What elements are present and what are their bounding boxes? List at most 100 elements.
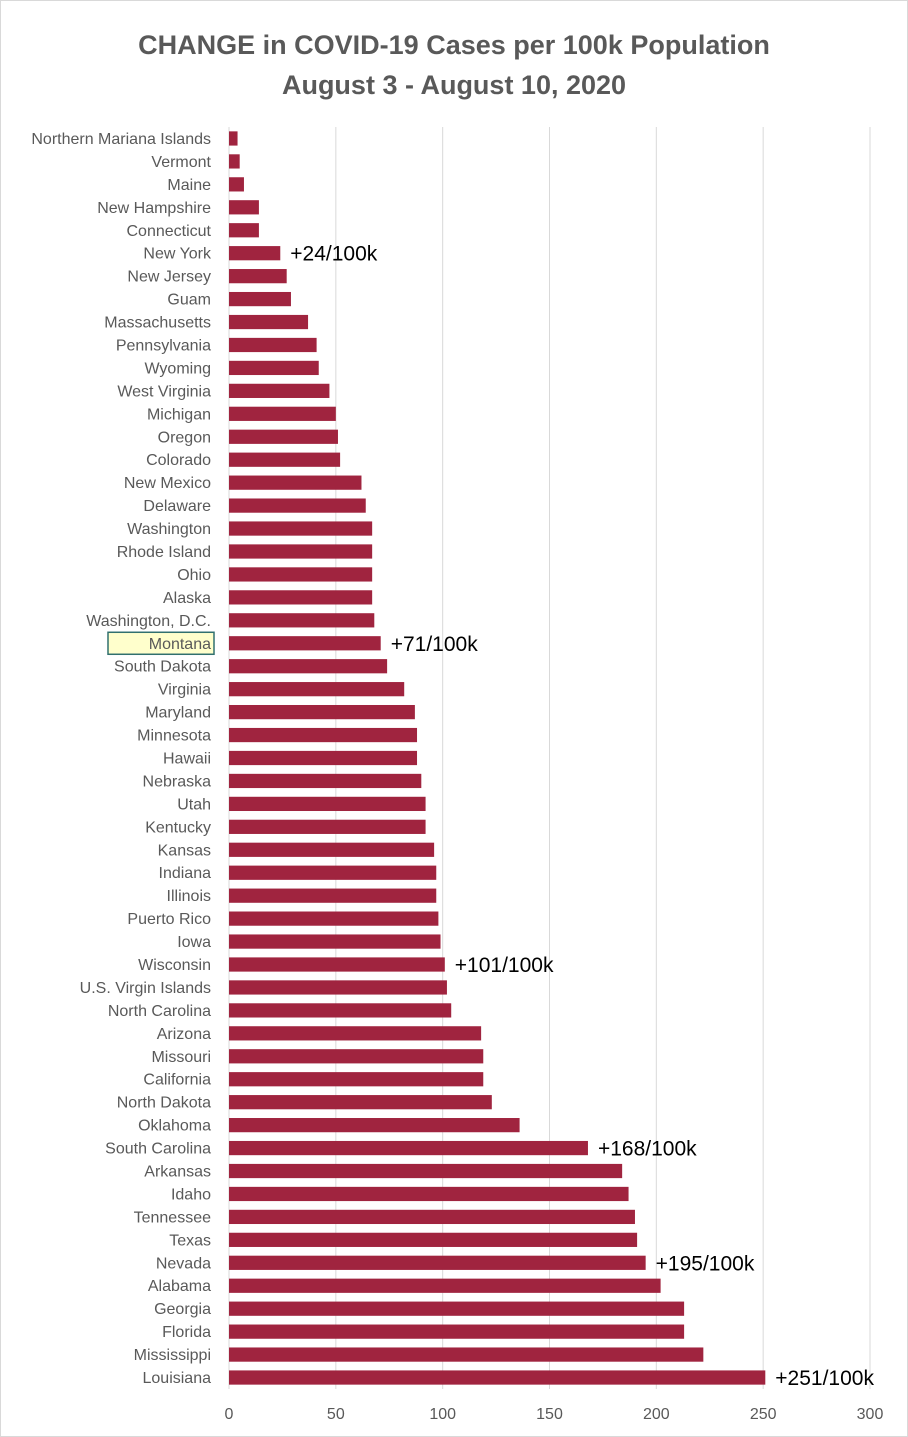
category-label-new-hampshire: New Hampshire (97, 200, 211, 217)
bar-ohio (229, 567, 373, 582)
bar-california (229, 1072, 484, 1087)
bar-alaska (229, 590, 373, 605)
category-label-alabama: Alabama (148, 1278, 211, 1295)
category-label-ohio: Ohio (177, 567, 211, 584)
bar-texas (229, 1232, 638, 1247)
bar-nevada (229, 1255, 646, 1270)
category-label-new-mexico: New Mexico (124, 475, 211, 492)
bar-idaho (229, 1186, 629, 1202)
category-label-vermont: Vermont (151, 154, 211, 171)
bar-utah (229, 796, 426, 812)
annotation-louisiana: +251/100k (775, 1367, 874, 1390)
bar-wisconsin (229, 957, 445, 972)
bar-north-dakota (229, 1095, 492, 1110)
category-label-missouri: Missouri (151, 1049, 211, 1066)
category-label-maine: Maine (167, 177, 211, 194)
category-label-maryland: Maryland (145, 705, 211, 722)
category-label-massachusetts: Massachusetts (104, 315, 211, 332)
category-label-illinois: Illinois (167, 888, 211, 905)
category-label-west-virginia: West Virginia (117, 383, 211, 400)
bar-new-york (229, 246, 281, 261)
category-label-north-carolina: North Carolina (108, 1003, 211, 1020)
bar-michigan (229, 406, 336, 421)
annotations: +24/100k +71/100k +101/100k +168/100k +195/1… (290, 243, 874, 1390)
category-label-northern-mariana-islands: Northern Mariana Islands (31, 131, 211, 148)
bar-west-virginia (229, 383, 330, 398)
category-label-montana: Montana (149, 636, 211, 653)
category-label-oklahoma: Oklahoma (138, 1118, 211, 1135)
x-tick-label: 50 (327, 1406, 345, 1423)
category-label-south-dakota: South Dakota (114, 659, 211, 676)
bar-illinois (229, 888, 437, 903)
bar-south-carolina (229, 1140, 588, 1156)
bar-vermont (229, 154, 240, 169)
category-label-iowa: Iowa (177, 934, 211, 951)
category-label-south-carolina: South Carolina (105, 1141, 211, 1158)
bar-north-carolina (229, 1003, 452, 1018)
bar-iowa (229, 934, 441, 949)
category-label-texas: Texas (169, 1232, 211, 1249)
category-label-kansas: Kansas (158, 842, 211, 859)
category-label-idaho: Idaho (171, 1186, 211, 1203)
category-label-tennessee: Tennessee (134, 1209, 211, 1226)
bar-washington (229, 521, 373, 536)
annotation-new-york: +24/100k (290, 243, 377, 266)
category-label-puerto-rico: Puerto Rico (127, 911, 211, 928)
category-label-new-york: New York (143, 246, 212, 263)
x-tick-labels: 0 50 100 150 200 250 300 (225, 1406, 884, 1423)
bar-nebraska (229, 773, 422, 789)
bar-u-s-virgin-islands (229, 980, 447, 995)
bar-maryland (229, 704, 415, 720)
bar-missouri (229, 1049, 484, 1064)
bar-northern-mariana-islands (229, 131, 238, 146)
category-label-guam: Guam (167, 292, 211, 309)
bar-louisiana (229, 1370, 766, 1385)
bar-rhode-island (229, 544, 373, 559)
category-label-north-dakota: North Dakota (117, 1095, 211, 1112)
category-label-utah: Utah (177, 796, 211, 813)
category-label-alaska: Alaska (163, 590, 211, 607)
category-label-minnesota: Minnesota (137, 728, 211, 745)
x-tick-label: 150 (536, 1406, 563, 1423)
category-labels: Northern Mariana Islands Vermont Maine New … (31, 131, 212, 1387)
bar-arkansas (229, 1163, 623, 1179)
x-tick-label: 300 (857, 1406, 884, 1423)
category-label-louisiana: Louisiana (143, 1370, 212, 1387)
bar-new-hampshire (229, 200, 259, 215)
category-label-indiana: Indiana (159, 865, 212, 882)
bar-tennessee (229, 1209, 635, 1225)
bar-kansas (229, 842, 435, 857)
bar-maine (229, 177, 244, 192)
category-label-virginia: Virginia (158, 682, 211, 699)
category-label-oregon: Oregon (158, 429, 211, 446)
annotation-south-carolina: +168/100k (598, 1138, 697, 1161)
bar-indiana (229, 865, 437, 880)
chart-title: CHANGE in COVID-19 Cases per 100k Popula… (138, 30, 770, 60)
x-tick-label: 200 (643, 1406, 670, 1423)
annotation-montana: +71/100k (391, 633, 478, 656)
x-tick-label: 0 (225, 1406, 234, 1423)
bars (229, 131, 766, 1385)
category-label-washington: Washington (127, 521, 211, 538)
category-label-colorado: Colorado (146, 452, 211, 469)
annotation-wisconsin: +101/100k (455, 954, 554, 977)
chart-subtitle: August 3 - August 10, 2020 (281, 70, 627, 100)
category-label-georgia: Georgia (154, 1301, 211, 1318)
category-label-hawaii: Hawaii (163, 751, 211, 768)
category-label-wisconsin: Wisconsin (138, 957, 211, 974)
category-label-pennsylvania: Pennsylvania (116, 337, 211, 354)
bar-minnesota (229, 727, 418, 743)
category-label-arizona: Arizona (157, 1026, 211, 1043)
bar-south-dakota (229, 659, 388, 674)
bar-alabama (229, 1278, 661, 1293)
category-label-u-s-virgin-islands: U.S. Virgin Islands (80, 980, 211, 997)
category-label-washington-d-c: Washington, D.C. (86, 613, 211, 630)
chart-title-block: CHANGE in COVID-19 Cases per 100k Popula… (1, 25, 907, 105)
bar-new-mexico (229, 475, 362, 490)
bar-pennsylvania (229, 337, 317, 353)
bar-connecticut (229, 223, 259, 238)
category-label-kentucky: Kentucky (145, 819, 211, 836)
category-label-new-jersey: New Jersey (127, 269, 211, 286)
x-tick-label: 250 (750, 1406, 777, 1423)
